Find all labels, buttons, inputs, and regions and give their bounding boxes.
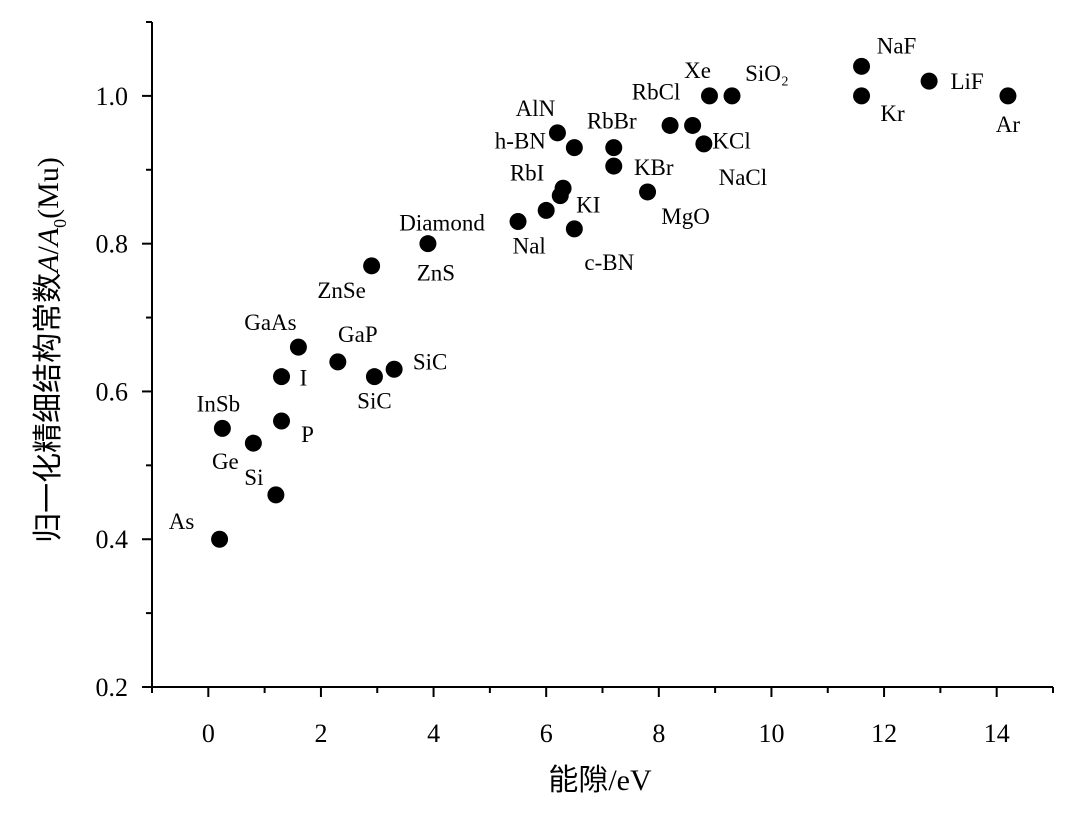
data-point bbox=[363, 257, 381, 275]
data-point bbox=[661, 116, 679, 134]
point-label: KI bbox=[576, 193, 600, 218]
y-axis-title-a: A bbox=[32, 254, 65, 275]
data-point bbox=[509, 213, 527, 230]
y-axis-title-a0-sub: 0 bbox=[50, 219, 70, 228]
data-point bbox=[365, 368, 383, 386]
point-label: AlN bbox=[516, 96, 556, 121]
x-tick-label: 14 bbox=[984, 719, 1010, 748]
point-label: As bbox=[169, 509, 195, 534]
data-point bbox=[329, 353, 347, 371]
data-point bbox=[244, 434, 262, 452]
data-point bbox=[639, 183, 657, 201]
point-label: SiC bbox=[357, 389, 392, 414]
axes bbox=[142, 21, 1054, 697]
data-point bbox=[213, 419, 231, 437]
x-tick-label: 8 bbox=[652, 719, 665, 748]
point-label: MgO bbox=[661, 204, 710, 229]
data-point bbox=[267, 486, 285, 504]
point-label: Ge bbox=[212, 449, 239, 474]
y-tick-label: 0.4 bbox=[96, 525, 129, 554]
x-tick-label: 2 bbox=[314, 719, 327, 748]
tick-labels: 0 2 4 6 8 10 12 14 0.2 0.4 0.6 0.8 1.0 bbox=[96, 82, 1010, 748]
point-label: Kr bbox=[880, 101, 905, 126]
y-axis-title-prefix: 归一化精细结构常数 bbox=[32, 273, 65, 543]
data-point bbox=[537, 201, 555, 219]
data-point bbox=[419, 235, 437, 253]
point-label: KBr bbox=[634, 155, 674, 180]
point-label: NaF bbox=[877, 33, 917, 58]
data-point bbox=[211, 530, 229, 548]
point-label: RbBr bbox=[587, 109, 637, 134]
data-point bbox=[565, 139, 583, 157]
data-points bbox=[211, 57, 1017, 548]
point-label: Xe bbox=[684, 58, 711, 83]
point-label: RbCl bbox=[632, 79, 681, 104]
point-label: NaCl bbox=[719, 165, 768, 190]
point-label: InSb bbox=[197, 391, 240, 416]
point-label: ZnSe bbox=[317, 278, 366, 303]
y-axis-title: 归一化精细结构常数A/A0(Mu) bbox=[32, 157, 70, 543]
data-point bbox=[385, 360, 403, 378]
y-axis-title-slash: / bbox=[32, 246, 65, 255]
data-point bbox=[695, 135, 713, 153]
point-label: GaP bbox=[338, 322, 378, 347]
data-point bbox=[273, 368, 291, 386]
data-point bbox=[853, 57, 871, 75]
point-label: SiO₂ bbox=[745, 61, 789, 86]
data-point bbox=[289, 338, 307, 356]
y-axis-title-a0: A bbox=[32, 227, 65, 248]
point-label: I bbox=[300, 366, 308, 391]
data-point bbox=[605, 157, 623, 175]
y-axis-title-unit: (Mu) bbox=[32, 157, 65, 219]
data-point bbox=[565, 220, 583, 238]
data-point bbox=[853, 87, 871, 105]
point-label: Nal bbox=[513, 233, 546, 258]
data-point bbox=[700, 87, 718, 105]
x-tick-label: 12 bbox=[871, 719, 897, 748]
point-label: Ar bbox=[996, 112, 1021, 137]
y-tick-label: 0.2 bbox=[96, 673, 129, 702]
point-label: c-BN bbox=[584, 250, 634, 275]
x-tick-label: 4 bbox=[427, 719, 440, 748]
point-label: P bbox=[301, 422, 314, 447]
data-point bbox=[999, 87, 1017, 105]
point-label: RbI bbox=[510, 160, 545, 185]
point-label: SiC bbox=[413, 349, 448, 374]
y-tick-label: 1.0 bbox=[96, 82, 129, 111]
x-axis-title: 能隙/eV bbox=[548, 764, 652, 797]
point-label: ZnS bbox=[417, 261, 455, 286]
x-tick-label: 6 bbox=[540, 719, 553, 748]
y-tick-label: 0.8 bbox=[96, 230, 129, 259]
data-point bbox=[920, 72, 938, 90]
data-point bbox=[723, 87, 741, 105]
data-point bbox=[684, 116, 702, 134]
data-point bbox=[548, 124, 566, 142]
data-point bbox=[273, 412, 291, 430]
point-label: h-BN bbox=[495, 129, 547, 154]
point-label: KCl bbox=[712, 128, 750, 153]
point-label: Si bbox=[244, 465, 263, 490]
x-tick-label: 0 bbox=[202, 719, 215, 748]
x-tick-label: 10 bbox=[758, 719, 784, 748]
point-label: LiF bbox=[950, 69, 983, 94]
point-label: Diamond bbox=[399, 211, 485, 236]
data-point bbox=[554, 179, 572, 197]
data-point bbox=[605, 139, 623, 157]
y-tick-label: 0.6 bbox=[96, 377, 129, 406]
point-label: GaAs bbox=[244, 310, 296, 335]
